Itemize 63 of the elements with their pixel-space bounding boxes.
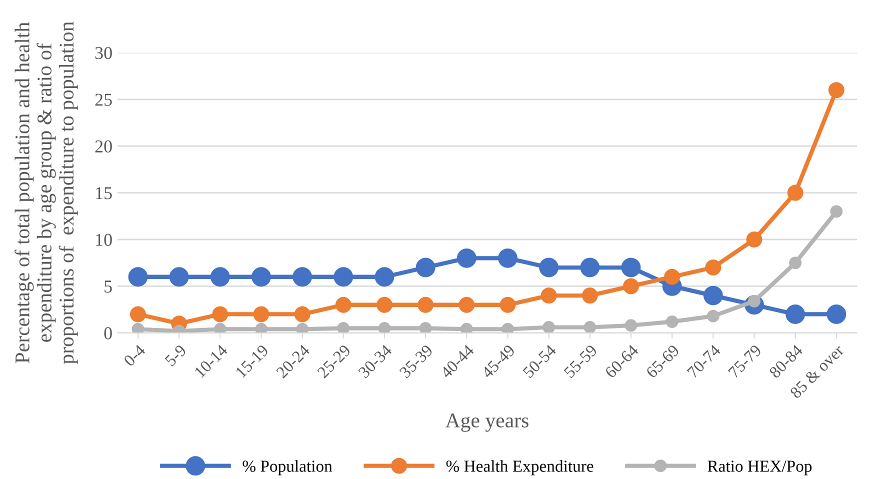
point (292, 267, 312, 287)
y-tick-label: 30 (95, 46, 112, 60)
point (584, 321, 596, 333)
point (374, 267, 394, 287)
point (828, 82, 844, 98)
y-tick-label: 15 (96, 187, 112, 200)
legend-label: % Health Expenditure (446, 460, 594, 476)
point (582, 288, 598, 304)
point (253, 306, 270, 322)
point (664, 268, 680, 285)
y-tick-label: 20 (95, 140, 112, 153)
point (128, 267, 148, 287)
point (621, 258, 641, 278)
point (130, 306, 146, 322)
point (378, 322, 391, 333)
point (705, 260, 722, 276)
point (666, 315, 678, 328)
point (460, 322, 473, 333)
point (418, 296, 434, 313)
point (498, 248, 518, 268)
y-tick-label: 10 (96, 234, 112, 246)
point (539, 258, 559, 278)
point (542, 321, 556, 333)
point (501, 322, 514, 333)
point (580, 258, 600, 278)
y-tick-label: 5 (104, 280, 112, 293)
point (789, 256, 802, 270)
point (830, 205, 843, 218)
point (254, 322, 268, 333)
y-tick-label: 25 (95, 94, 112, 106)
point (419, 322, 432, 333)
point (252, 267, 271, 287)
point (826, 304, 846, 324)
point (376, 296, 392, 313)
point (540, 288, 557, 304)
point (706, 310, 720, 322)
point (296, 322, 309, 333)
legend-label: Ratio HEX/Pop (708, 460, 812, 476)
legend-label: % Population (242, 460, 332, 476)
point (337, 322, 350, 333)
x-tick-label: 0-4 (123, 344, 146, 367)
point (456, 248, 476, 268)
y-tick-label: 0 (104, 327, 112, 340)
x-axis-title: Age years (445, 414, 528, 432)
y-axis-title: Percentage of total population and health expenditure by age group & ratio of proportions of expenditure to population (14, 22, 78, 364)
point (335, 296, 352, 313)
point (132, 322, 144, 333)
point (169, 267, 189, 287)
point (746, 232, 762, 248)
x-tick-label: 5-9 (164, 344, 187, 367)
point (624, 319, 638, 332)
point (210, 267, 230, 287)
point (458, 296, 475, 313)
point (416, 258, 436, 278)
point (212, 306, 228, 322)
point (294, 306, 310, 322)
point (703, 286, 723, 306)
point (214, 322, 226, 333)
point (623, 278, 639, 294)
point (786, 304, 806, 324)
point (334, 267, 354, 287)
point (787, 184, 804, 201)
point (500, 296, 516, 313)
